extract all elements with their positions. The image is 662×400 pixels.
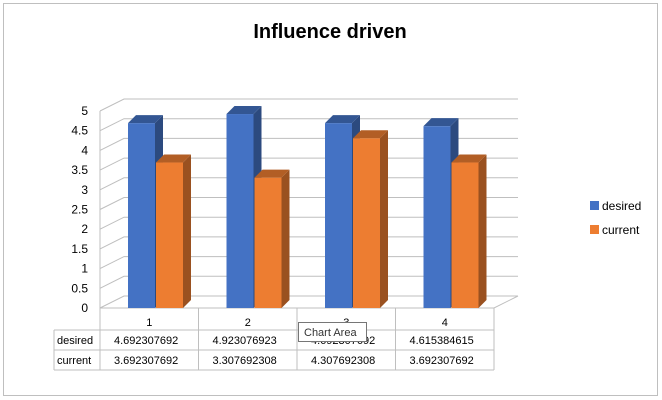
bar-top [353, 130, 388, 139]
x-category-label: 4 [442, 317, 448, 329]
bar-current-2 [254, 169, 290, 308]
legend-swatch-desired [590, 201, 599, 210]
bar-side [478, 154, 487, 308]
y-tick-label: 1.5 [71, 242, 88, 256]
bar-desired-2 [226, 106, 262, 309]
table-cell: 3.307692308 [213, 355, 277, 367]
bar-front [423, 126, 451, 309]
y-tick-label: 3.5 [71, 163, 88, 177]
bar-current-1 [156, 154, 191, 308]
plot-area: 0 0.5 1 1.5 2 2.5 3 3.5 4 4.5 5 [71, 98, 519, 315]
tooltip-label: Chart Area [304, 327, 357, 339]
bar-front [325, 123, 352, 308]
bar-side [281, 169, 290, 308]
y-tick-label: 3 [81, 183, 88, 197]
table-cell: 3.692307692 [114, 355, 178, 367]
bar-front [254, 177, 282, 308]
legend: desired current [590, 199, 641, 237]
bar-side [183, 154, 191, 308]
bar-top [128, 115, 163, 124]
legend-label-desired: desired [602, 199, 641, 213]
y-tick-label: 4.5 [71, 124, 88, 138]
chart-title: Influence driven [253, 21, 406, 43]
tooltip-box [298, 322, 367, 342]
y-tick-label: 5 [81, 104, 88, 118]
y-tick-label: 0 [81, 301, 88, 315]
x-category-label: 1 [146, 317, 152, 329]
y-tick-label: 2 [81, 222, 88, 236]
bar-front [156, 162, 183, 308]
legend-label-current: current [602, 223, 640, 237]
bar-top [451, 154, 487, 163]
tooltip: Chart Area [298, 322, 367, 342]
table-cell: 4.923076923 [213, 335, 277, 347]
x-category-label: 2 [245, 317, 251, 329]
bar-top [325, 115, 360, 124]
table-series-label: current [57, 355, 91, 367]
bar-top [254, 169, 290, 178]
y-tick-label: 2.5 [71, 203, 88, 217]
bar-front [128, 123, 155, 308]
bar-current-3 [353, 130, 388, 308]
table-cell: 4.307692308 [311, 355, 375, 367]
y-tick-label: 0.5 [71, 281, 88, 295]
legend-swatch-current [590, 225, 599, 234]
bar-front [226, 114, 254, 309]
bar-front [451, 162, 479, 308]
y-tick-label: 1 [81, 262, 88, 276]
bar-front [353, 138, 380, 308]
bar-top [156, 154, 191, 163]
table-series-label: desired [57, 335, 93, 347]
bar-side [380, 130, 388, 308]
table-cell: 4.615384615 [410, 335, 474, 347]
gridline [99, 98, 518, 112]
table-cell: 4.692307692 [114, 335, 178, 347]
gridline [99, 118, 518, 132]
y-tick-label: 4 [81, 143, 88, 157]
bar-top [423, 118, 459, 127]
table-cell: 3.692307692 [410, 355, 474, 367]
bar-current-4 [451, 154, 487, 308]
bar-top [226, 106, 262, 115]
